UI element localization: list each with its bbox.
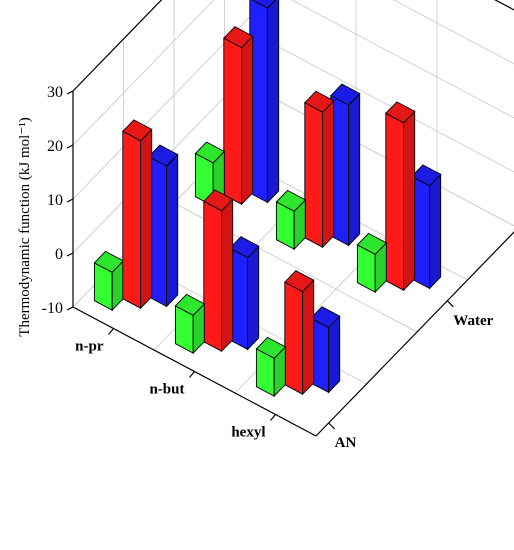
z-tick-mark — [328, 422, 336, 430]
bar — [223, 26, 254, 206]
bar-face-right — [328, 315, 341, 394]
bar-face-right — [403, 110, 416, 292]
bar — [356, 232, 388, 294]
bar-face-top — [203, 189, 234, 212]
bar-face-right — [247, 245, 260, 351]
bar-face-right — [140, 128, 153, 310]
bar — [330, 83, 361, 247]
bar-face-right — [322, 99, 335, 249]
bar — [249, 0, 280, 204]
y-tick-mark — [66, 198, 74, 203]
bar-face-left — [203, 200, 223, 352]
bar-face-right — [221, 198, 234, 353]
bar-face-top — [284, 270, 315, 293]
bar — [385, 101, 416, 292]
chart-frame — [66, 0, 514, 437]
bar — [310, 306, 341, 394]
y-tick-mark — [66, 252, 74, 257]
bar-face-top — [223, 26, 254, 49]
y-tick-mark — [66, 144, 74, 149]
bars — [93, 0, 442, 398]
bar — [93, 250, 125, 312]
bar — [122, 119, 153, 310]
bar — [148, 144, 179, 308]
bar-face-top — [148, 144, 179, 167]
bar-face-top — [411, 164, 442, 187]
bar — [284, 270, 315, 396]
bar — [255, 336, 287, 398]
y-tick-mark — [66, 90, 74, 95]
bar-face-right — [348, 92, 361, 247]
bar — [203, 189, 234, 353]
bar-face-top — [194, 141, 226, 164]
bar-face-top — [304, 90, 335, 113]
top-edge-left — [72, 0, 163, 92]
bar-face-right — [267, 0, 280, 204]
z-category-label: AN — [335, 435, 357, 451]
bar-face-right — [241, 35, 254, 206]
bar-face-top — [93, 250, 125, 273]
z-tick-mark — [446, 300, 454, 308]
y-tick-label: 0 — [55, 246, 63, 263]
bar-face-left — [122, 130, 142, 309]
x-category-label: n-pr — [75, 339, 104, 355]
bar-face-top — [229, 236, 260, 259]
x-tick-mark — [270, 414, 276, 421]
x-category-label: n-but — [149, 382, 184, 398]
bar-face-top — [275, 189, 307, 212]
y-tick-label: 20 — [47, 138, 63, 155]
bar-face-top — [122, 119, 153, 142]
bar — [411, 164, 442, 290]
bar-face-top — [255, 336, 287, 359]
z-axis-line — [315, 231, 514, 437]
bar — [304, 90, 335, 249]
bar-face-right — [166, 153, 179, 308]
x-tick-mark — [108, 328, 114, 335]
y-axis-title: Thermodynamic function (kJ mol⁻¹) — [17, 117, 33, 336]
y-tick-mark — [66, 306, 74, 311]
bar-face-left — [223, 37, 243, 205]
x-tick-mark — [189, 371, 195, 378]
bar-face-right — [302, 279, 315, 396]
bar — [174, 293, 206, 355]
labels: -10 0 10 20 30 Thermodynamic function (kJ mol… — [17, 84, 494, 451]
bar-face-top — [251, 0, 277, 9]
bar-face-left — [385, 112, 405, 291]
bar-face-left — [284, 281, 304, 395]
bar-face-top — [356, 232, 388, 255]
bar-face-top — [310, 306, 341, 329]
bar — [229, 236, 260, 351]
bar-face-top — [174, 293, 206, 316]
z-category-label: Water — [453, 313, 493, 329]
bar-face-top — [385, 101, 416, 124]
bar-face-left — [304, 101, 324, 248]
x-category-label: hexyl — [231, 425, 265, 441]
bar — [275, 189, 307, 251]
y-tick-label: 10 — [47, 192, 63, 209]
gridline-right-wall — [392, 0, 514, 65]
y-tick-label: -10 — [42, 300, 63, 317]
bar-face-right — [429, 173, 442, 290]
gridline-right-wall — [291, 0, 514, 119]
bar-face-top — [330, 83, 361, 106]
y-tick-label: 30 — [47, 84, 63, 101]
